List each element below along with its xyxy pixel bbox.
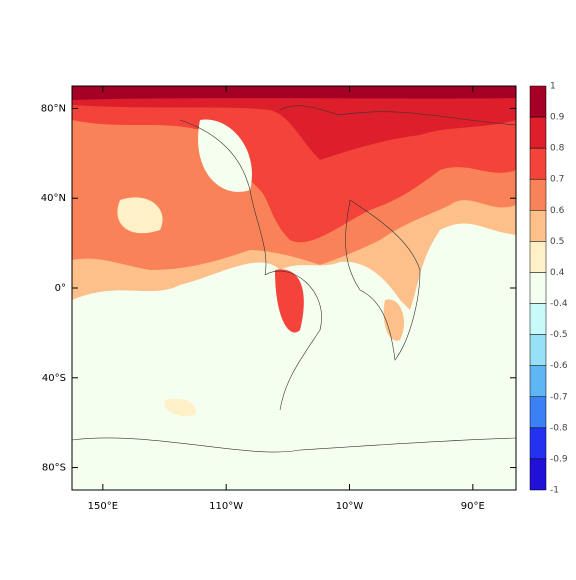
- colorbar-label: -0.4: [550, 299, 568, 309]
- colorbar-swatch: [529, 272, 547, 304]
- colorbar-label: 0.9: [550, 113, 565, 123]
- colorbar-swatch: [529, 365, 547, 398]
- colorbar-label: 1: [550, 82, 556, 92]
- colorbar-label: 0.8: [550, 144, 565, 154]
- colorbar-swatch: [529, 396, 547, 429]
- colorbar-swatch: [529, 147, 547, 180]
- colorbar-swatch: [529, 458, 547, 491]
- x-tick-label: 90°E: [461, 501, 485, 512]
- colorbar-swatch: [529, 241, 547, 273]
- y-tick-label: 80°S: [42, 463, 66, 474]
- colorbar-swatch: [529, 85, 547, 118]
- x-tick-label: 110°W: [209, 501, 243, 512]
- colorbar-label: -0.7: [550, 392, 568, 402]
- x-tick-label: 150°E: [88, 501, 118, 512]
- colorbar-label: 0.5: [550, 237, 564, 247]
- y-tick-label: 40°S: [42, 373, 66, 384]
- colorbar-swatch: [529, 427, 547, 460]
- colorbar-label: -0.8: [550, 423, 568, 433]
- coastlines: [71, 105, 517, 453]
- colorbar-swatch: [529, 303, 547, 335]
- colorbar-label: 0.7: [550, 175, 564, 185]
- y-tick-label: 80°N: [41, 103, 66, 114]
- colorbar-swatch: [529, 334, 547, 366]
- colorbar-label: 0.4: [550, 268, 565, 278]
- y-tick-label: 0°: [55, 283, 66, 294]
- colorbar-swatch: [529, 178, 547, 211]
- contour-field: [72, 86, 516, 490]
- x-tick-label: 10°W: [336, 501, 364, 512]
- colorbar-label: -0.9: [550, 454, 568, 464]
- colorbar-label: -0.5: [550, 330, 568, 340]
- colorbar-label: -0.6: [550, 361, 568, 371]
- y-tick-label: 40°N: [41, 193, 66, 204]
- colorbar-swatch: [529, 210, 547, 242]
- colorbar-swatch: [529, 116, 547, 149]
- colorbar-label: 0.6: [550, 206, 565, 216]
- colorbar-label: -1: [550, 486, 559, 496]
